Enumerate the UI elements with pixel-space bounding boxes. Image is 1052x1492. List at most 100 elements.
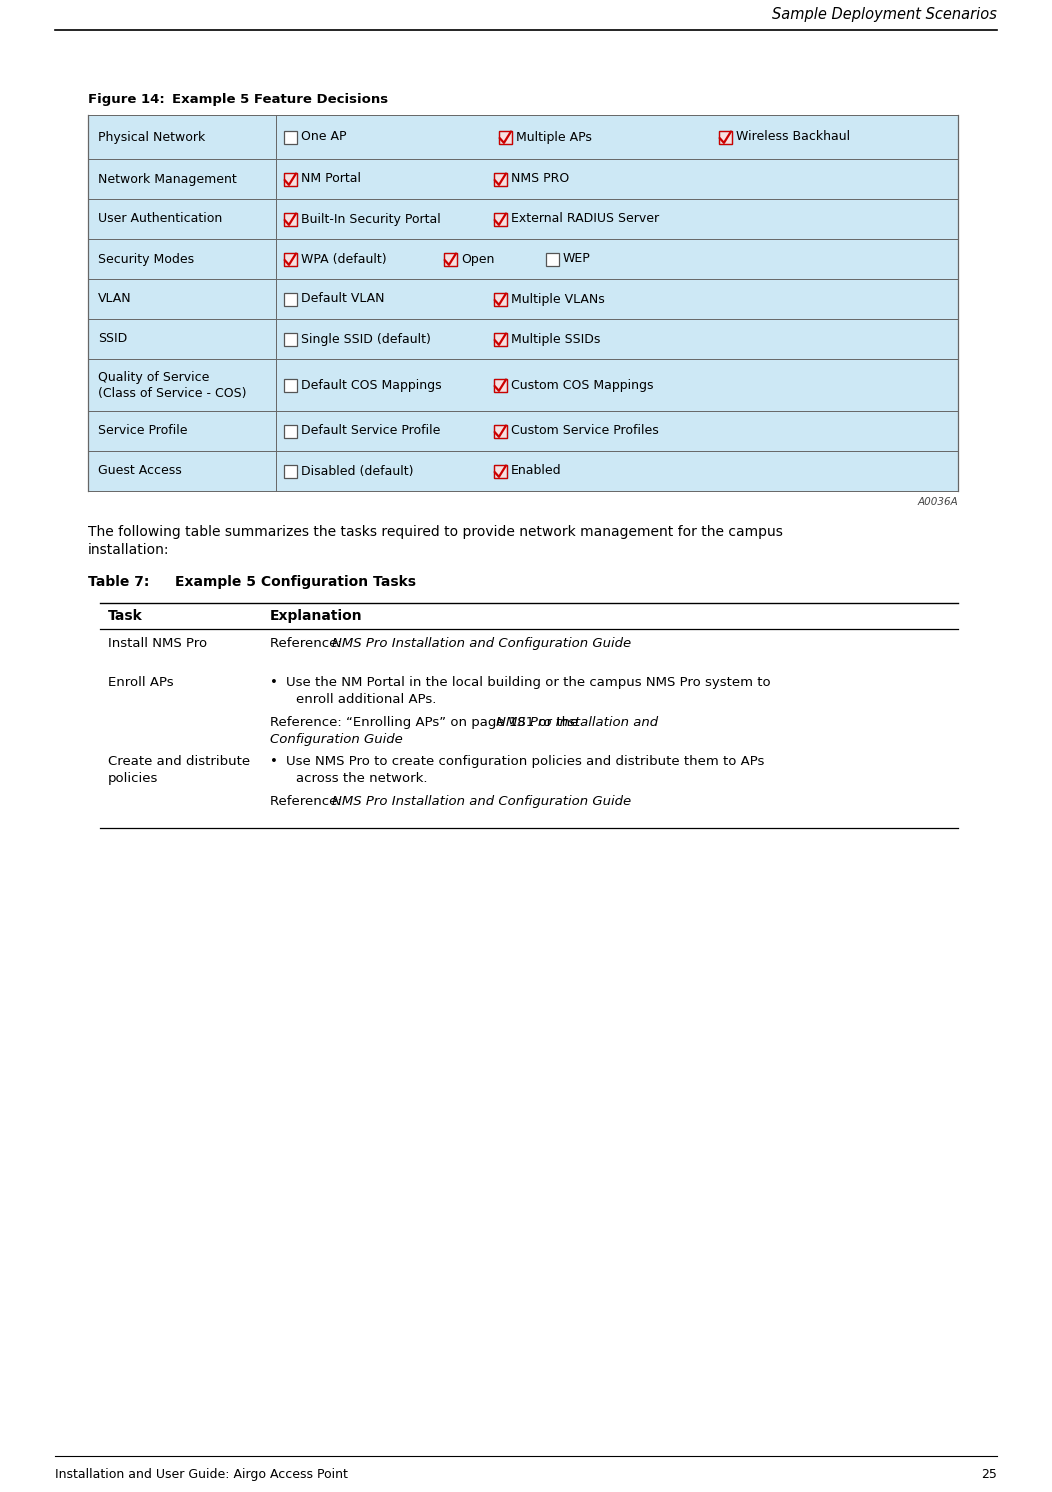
Bar [444,252,457,266]
Text: Explanation: Explanation [270,609,363,624]
Bar [284,212,297,225]
Text: NMS Pro Installation and: NMS Pro Installation and [495,716,659,730]
Text: Default Service Profile: Default Service Profile [301,425,441,437]
Bar [88,360,958,410]
Text: Figure 14:: Figure 14: [88,93,165,106]
Text: Reference:: Reference: [270,637,346,651]
Text: policies: policies [108,771,159,785]
Text: Service Profile: Service Profile [98,425,187,437]
Bar [494,333,507,346]
Bar [284,173,297,185]
Bar [546,252,559,266]
Bar [494,292,507,306]
Text: A0036A: A0036A [917,497,958,507]
Text: External RADIUS Server: External RADIUS Server [511,212,660,225]
Bar [499,130,512,143]
Text: Wireless Backhaul: Wireless Backhaul [736,130,850,143]
Bar [494,333,507,346]
Text: Enabled: Enabled [511,464,562,477]
Bar [444,252,457,266]
Text: NMS Pro Installation and Configuration Guide: NMS Pro Installation and Configuration G… [332,795,631,809]
Text: Guest Access: Guest Access [98,464,182,477]
Bar [284,212,297,225]
Text: Disabled (default): Disabled (default) [301,464,413,477]
Text: Installation and User Guide: Airgo Access Point: Installation and User Guide: Airgo Acces… [55,1468,348,1482]
Bar [88,279,958,319]
Text: Default COS Mappings: Default COS Mappings [301,379,442,391]
Bar [494,464,507,477]
Bar [494,425,507,437]
Text: Sample Deployment Scenarios: Sample Deployment Scenarios [772,7,997,22]
Bar [284,292,297,306]
Text: Configuration Guide: Configuration Guide [270,733,403,746]
Text: Physical Network: Physical Network [98,130,205,143]
Bar [499,130,512,143]
Text: User Authentication: User Authentication [98,212,222,225]
Text: VLAN: VLAN [98,292,132,306]
Bar [88,319,958,360]
Bar [499,130,512,143]
Bar [284,379,297,391]
Text: Reference: “Enrolling APs” on page 181 or the: Reference: “Enrolling APs” on page 181 o… [270,716,583,730]
Text: Task: Task [108,609,143,624]
Text: Multiple VLANs: Multiple VLANs [511,292,605,306]
Bar [284,464,297,477]
Bar [494,379,507,391]
Bar [494,379,507,391]
Bar [284,173,297,185]
Bar [88,239,958,279]
Bar [284,252,297,266]
Text: •: • [270,676,278,689]
Bar [494,333,507,346]
Bar [494,379,507,391]
Bar [494,173,507,185]
Bar [88,198,958,239]
Text: Use NMS Pro to create configuration policies and distribute them to APs: Use NMS Pro to create configuration poli… [286,755,765,768]
Text: installation:: installation: [88,543,169,557]
Bar [719,130,732,143]
Bar [284,130,297,143]
Text: Table 7:: Table 7: [88,574,149,589]
Text: Example 5 Configuration Tasks: Example 5 Configuration Tasks [175,574,416,589]
Bar [494,292,507,306]
Bar [494,425,507,437]
Text: Built-In Security Portal: Built-In Security Portal [301,212,441,225]
Bar [494,292,507,306]
Text: Install NMS Pro: Install NMS Pro [108,637,207,651]
Text: Use the NM Portal in the local building or the campus NMS Pro system to: Use the NM Portal in the local building … [286,676,771,689]
Text: One AP: One AP [301,130,346,143]
Text: •: • [270,755,278,768]
Text: Example 5 Feature Decisions: Example 5 Feature Decisions [171,93,388,106]
Text: Network Management: Network Management [98,173,237,185]
Text: enroll additional APs.: enroll additional APs. [296,692,437,706]
Bar [494,425,507,437]
Text: WEP: WEP [563,252,591,266]
Text: Multiple SSIDs: Multiple SSIDs [511,333,601,346]
Text: Create and distribute: Create and distribute [108,755,250,768]
Bar [444,252,457,266]
Text: Reference:: Reference: [270,795,346,809]
Text: NMS PRO: NMS PRO [511,173,569,185]
Text: The following table summarizes the tasks required to provide network management : The following table summarizes the tasks… [88,525,783,539]
Text: across the network.: across the network. [296,771,427,785]
Bar [284,425,297,437]
Bar [284,252,297,266]
Bar [494,212,507,225]
Bar [284,252,297,266]
Bar [494,212,507,225]
Text: NM Portal: NM Portal [301,173,361,185]
Text: 25: 25 [982,1468,997,1482]
Bar [284,333,297,346]
Bar [494,464,507,477]
Text: Security Modes: Security Modes [98,252,195,266]
Text: NMS Pro Installation and Configuration Guide: NMS Pro Installation and Configuration G… [332,637,631,651]
Bar [88,410,958,451]
Text: Default VLAN: Default VLAN [301,292,384,306]
Bar [88,160,958,198]
Text: Open: Open [461,252,494,266]
Text: Custom COS Mappings: Custom COS Mappings [511,379,653,391]
Text: SSID: SSID [98,333,127,346]
Text: Custom Service Profiles: Custom Service Profiles [511,425,659,437]
Bar [719,130,732,143]
Text: Single SSID (default): Single SSID (default) [301,333,431,346]
